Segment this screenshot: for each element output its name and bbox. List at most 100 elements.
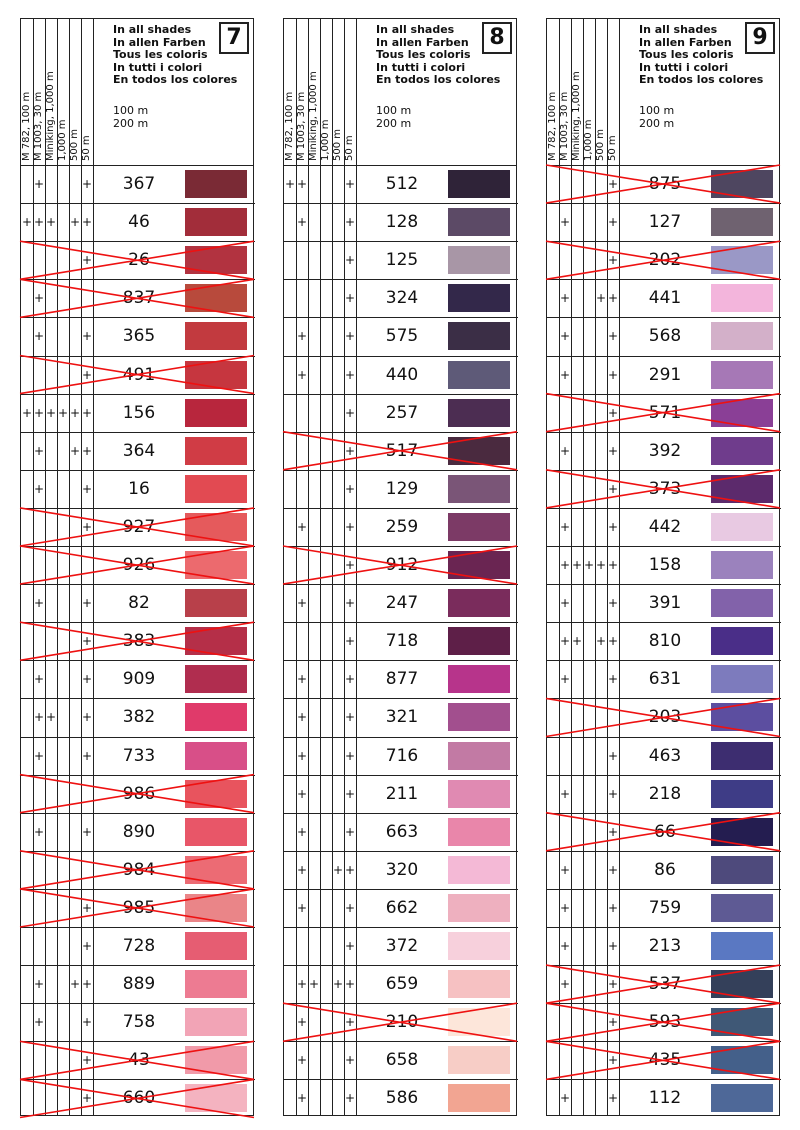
shade-code: 373: [648, 478, 682, 499]
color-swatch: [711, 322, 773, 351]
availability-mark: +: [81, 824, 93, 839]
color-swatch: [711, 474, 773, 503]
color-swatch: [185, 855, 247, 884]
color-swatch: [711, 436, 773, 465]
color-swatch: [185, 932, 247, 961]
availability-mark: +: [81, 939, 93, 954]
availability-mark: +: [296, 900, 308, 915]
availability-mark: +: [45, 215, 57, 230]
shades-title-line: In allen Farben: [639, 35, 732, 49]
color-swatch: [185, 703, 247, 732]
availability-mark: +: [344, 786, 356, 801]
row-divider: [547, 774, 781, 776]
availability-mark: +: [571, 558, 583, 573]
availability-mark: +: [595, 558, 607, 573]
shade-code: 435: [648, 1050, 682, 1071]
shades-title-line: In all shades: [639, 23, 718, 36]
shade-code: 442: [648, 516, 682, 537]
color-swatch: [185, 970, 247, 999]
color-swatch: [448, 208, 510, 237]
availability-mark: +: [344, 367, 356, 382]
row-divider: [21, 888, 255, 890]
row-divider: [284, 431, 518, 433]
row-divider: [547, 279, 781, 281]
row-divider: [21, 812, 255, 814]
shade-code: 259: [385, 516, 419, 537]
shade-code: 728: [122, 936, 156, 957]
shade-code: 367: [122, 174, 156, 195]
shade-code: 210: [385, 1012, 419, 1033]
shade-code: 441: [648, 288, 682, 309]
color-swatch: [711, 208, 773, 237]
availability-mark: +: [344, 862, 356, 877]
shade-code: 575: [385, 326, 419, 347]
row-divider: [284, 660, 518, 662]
shade-code: 440: [385, 364, 419, 385]
availability-mark: +: [81, 1015, 93, 1030]
availability-mark: +: [607, 443, 619, 458]
availability-mark: +: [33, 443, 45, 458]
availability-mark: +: [559, 367, 571, 382]
shade-code: 758: [122, 1012, 156, 1033]
availability-mark: +: [296, 786, 308, 801]
shade-code: 660: [122, 1088, 156, 1109]
row-divider: [284, 622, 518, 624]
length-option: 200 m: [639, 116, 675, 130]
row-divider: [21, 965, 255, 967]
availability-mark: +: [296, 519, 308, 534]
column-header: 50 m: [344, 135, 355, 161]
availability-mark: +: [33, 710, 45, 725]
availability-mark: +: [33, 177, 45, 192]
row-divider: [21, 507, 255, 509]
color-swatch: [185, 436, 247, 465]
availability-mark: +: [33, 672, 45, 687]
availability-mark: +: [296, 672, 308, 687]
column-divider: [583, 19, 584, 1115]
availability-mark: +: [81, 177, 93, 192]
row-divider: [284, 393, 518, 395]
row-divider: [284, 317, 518, 319]
availability-mark: +: [559, 329, 571, 344]
availability-mark: +: [344, 215, 356, 230]
shade-code: 537: [648, 974, 682, 995]
shade-code: 202: [648, 250, 682, 271]
header-divider: [547, 165, 779, 167]
availability-mark: +: [344, 710, 356, 725]
shade-code: 365: [122, 326, 156, 347]
shades-title-line: In tutti i colori: [376, 60, 466, 74]
row-divider: [21, 1079, 255, 1081]
availability-mark: +: [296, 177, 308, 192]
shade-code: 46: [128, 212, 150, 233]
availability-mark: +: [33, 596, 45, 611]
row-divider: [284, 774, 518, 776]
availability-mark: +: [607, 939, 619, 954]
color-swatch: [448, 1084, 510, 1113]
row-divider: [547, 546, 781, 547]
shade-code: 658: [385, 1050, 419, 1071]
row-divider: [21, 1041, 255, 1043]
row-divider: [547, 431, 781, 433]
color-swatch: [711, 284, 773, 313]
row-divider: [547, 965, 781, 967]
shade-code: 593: [648, 1012, 682, 1033]
row-divider: [284, 241, 518, 243]
length-option: 200 m: [113, 116, 149, 130]
color-swatch: [185, 893, 247, 922]
shade-code: 218: [648, 783, 682, 804]
header-divider: [21, 165, 253, 167]
availability-mark: +: [607, 1053, 619, 1068]
color-swatch: [185, 817, 247, 846]
shade-code: 213: [648, 936, 682, 957]
shade-code: 491: [122, 364, 156, 385]
color-swatch: [185, 741, 247, 770]
row-divider: [284, 1041, 518, 1043]
color-swatch: [185, 284, 247, 313]
row-divider: [284, 1003, 518, 1005]
availability-mark: +: [33, 291, 45, 306]
availability-mark: +: [559, 786, 571, 801]
availability-mark: +: [81, 253, 93, 268]
shade-code: 912: [385, 555, 419, 576]
